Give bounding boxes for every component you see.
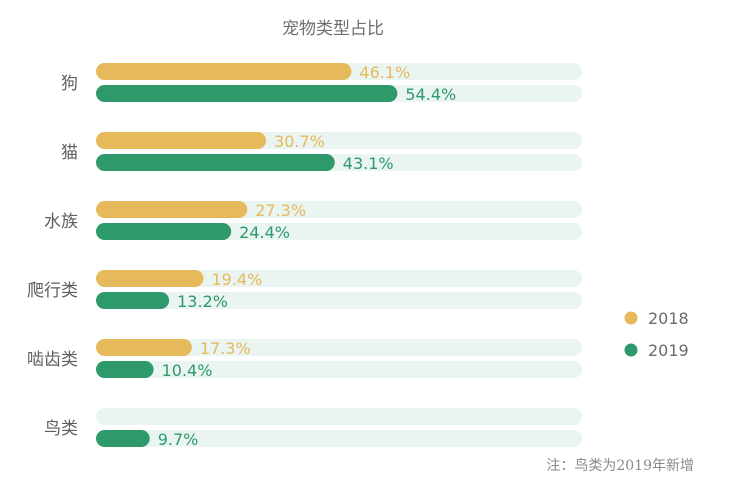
chart-title: 宠物类型占比 xyxy=(282,19,384,39)
bar-2019 xyxy=(96,430,150,447)
value-label-2019: 13.2% xyxy=(177,292,228,311)
bar-2019 xyxy=(96,223,232,240)
value-label-2019: 24.4% xyxy=(239,223,290,242)
bar-2019 xyxy=(96,85,398,102)
legend-marker-2018 xyxy=(624,311,638,325)
bar-track xyxy=(96,292,582,309)
value-label-2019: 10.4% xyxy=(162,361,213,380)
bar-2018 xyxy=(96,270,204,287)
chart-note: 注：鸟类为2019年新增 xyxy=(546,458,694,474)
value-label-2018: 17.3% xyxy=(200,339,251,358)
value-label-2019: 54.4% xyxy=(405,85,456,104)
legend: 2018 2019 xyxy=(624,309,689,360)
bar-track xyxy=(96,408,582,425)
category-label: 猫 xyxy=(61,143,78,163)
bar-track xyxy=(96,361,582,378)
category-label: 狗 xyxy=(61,74,78,94)
value-label-2018: 46.1% xyxy=(359,63,410,82)
value-label-2019: 9.7% xyxy=(158,430,199,449)
category-label: 鸟类 xyxy=(44,419,78,439)
bar-2019 xyxy=(96,361,154,378)
bar-2018 xyxy=(96,63,352,80)
bar-2018 xyxy=(96,201,248,218)
value-label-2018: 30.7% xyxy=(274,132,325,151)
category-label: 水族 xyxy=(44,212,78,232)
value-label-2018: 19.4% xyxy=(211,270,262,289)
category-label: 啮齿类 xyxy=(27,350,78,370)
value-label-2018: 27.3% xyxy=(255,201,306,220)
bar-2018 xyxy=(96,339,192,356)
bar-track xyxy=(96,270,582,287)
legend-label-2019: 2019 xyxy=(648,341,689,360)
legend-marker-2019 xyxy=(624,343,638,357)
bar-track xyxy=(96,430,582,447)
value-label-2019: 43.1% xyxy=(343,154,394,173)
bar-track xyxy=(96,339,582,356)
legend-label-2018: 2018 xyxy=(648,309,689,328)
category-label: 爬行类 xyxy=(27,281,78,301)
bar-2018 xyxy=(96,132,267,149)
bars-layer: 狗 46.1% 54.4% 猫 30.7% 43.1% 水族 27.3% 24.4% 爬行类 19.… xyxy=(27,63,582,449)
bar-2019 xyxy=(96,154,335,171)
bar-2019 xyxy=(96,292,170,309)
